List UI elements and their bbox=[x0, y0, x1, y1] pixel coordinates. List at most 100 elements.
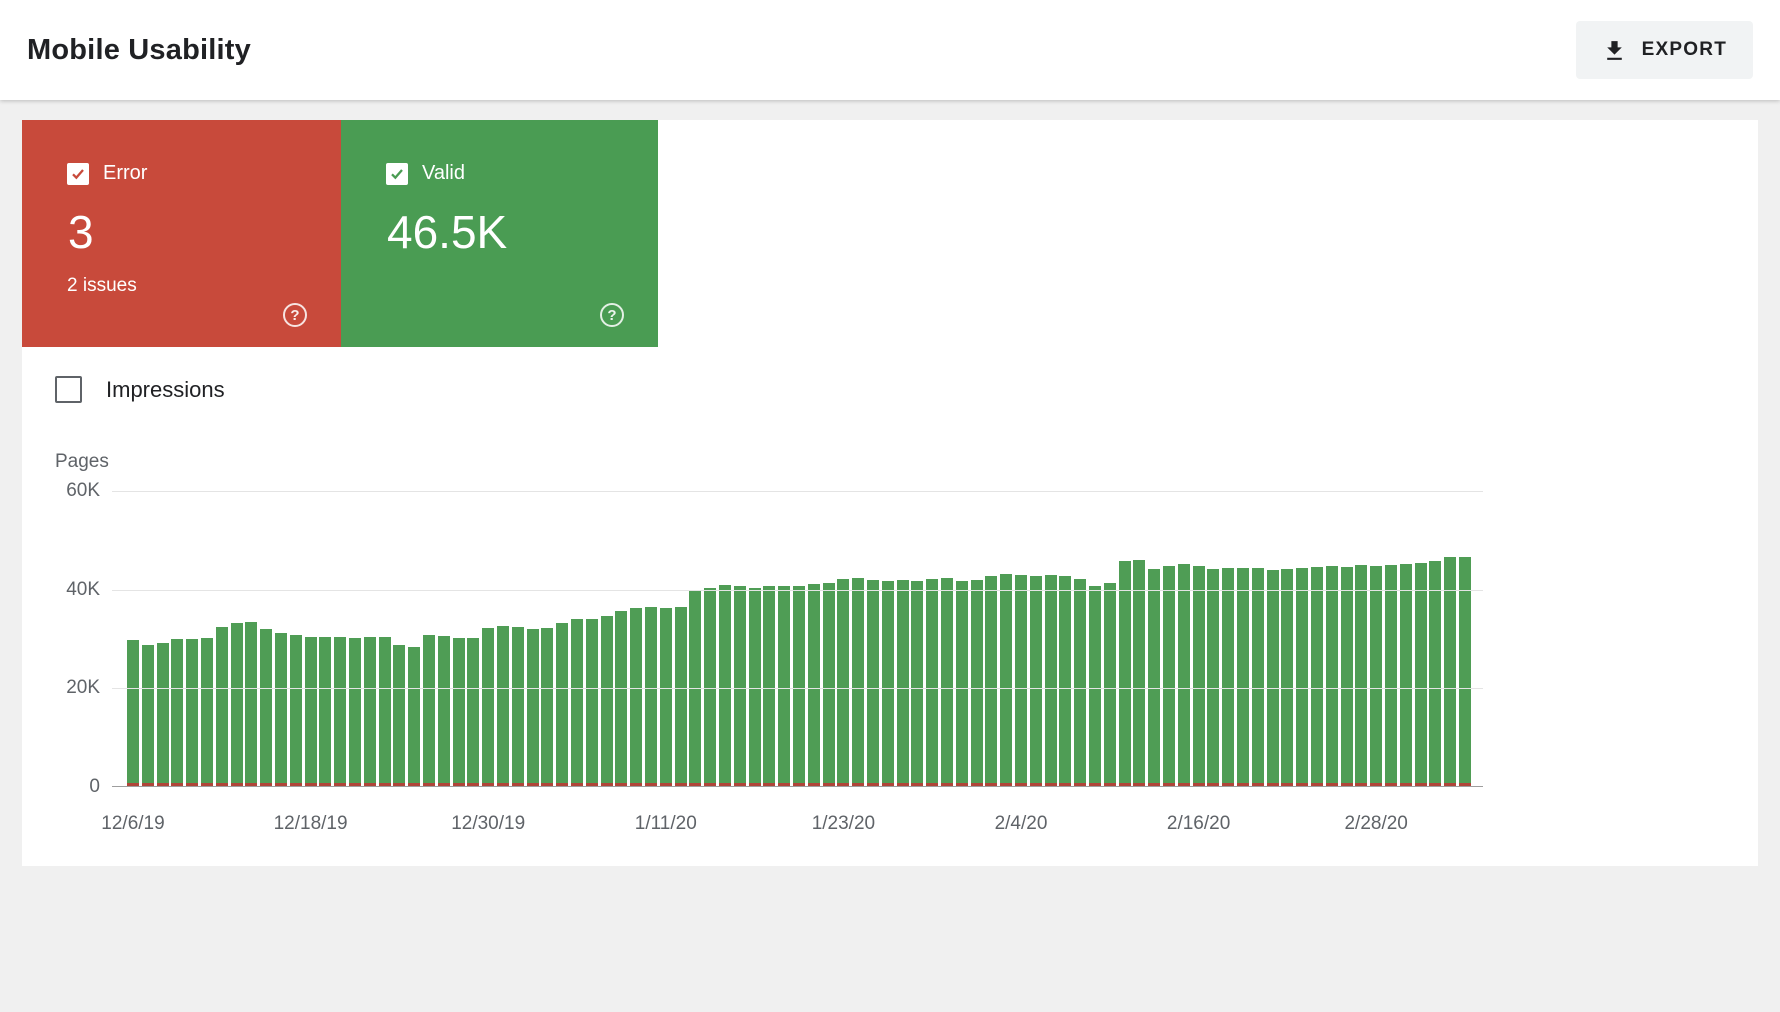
chart-bar[interactable] bbox=[1459, 557, 1471, 786]
chart-error-bar[interactable] bbox=[1000, 783, 1013, 786]
chart-bar[interactable] bbox=[748, 588, 761, 786]
chart-bar[interactable] bbox=[319, 637, 332, 786]
chart-bar[interactable] bbox=[201, 638, 213, 786]
chart-error-bar[interactable] bbox=[423, 783, 435, 786]
chart-bar[interactable] bbox=[482, 628, 495, 786]
chart-error-bar[interactable] bbox=[556, 783, 569, 786]
chart-bar[interactable] bbox=[733, 586, 746, 786]
chart-bar[interactable] bbox=[363, 637, 376, 786]
chart-bar[interactable] bbox=[230, 623, 243, 786]
error-checkbox[interactable] bbox=[67, 162, 89, 185]
chart-bar[interactable] bbox=[1133, 560, 1146, 786]
chart-bar[interactable] bbox=[778, 586, 791, 786]
chart-bar[interactable] bbox=[659, 608, 672, 786]
help-icon[interactable]: ? bbox=[283, 303, 307, 327]
chart-bar[interactable] bbox=[378, 637, 391, 786]
valid-checkbox[interactable] bbox=[386, 162, 408, 185]
chart-error-bar[interactable] bbox=[1355, 783, 1368, 786]
chart-error-bar[interactable] bbox=[1029, 783, 1042, 786]
chart-error-bar[interactable] bbox=[896, 783, 909, 786]
chart-error-bar[interactable] bbox=[1015, 783, 1027, 786]
chart-error-bar[interactable] bbox=[260, 783, 273, 786]
chart-bar[interactable] bbox=[807, 584, 820, 786]
chart-error-bar[interactable] bbox=[319, 783, 332, 786]
chart-bar[interactable] bbox=[1385, 565, 1397, 786]
chart-error-bar[interactable] bbox=[497, 783, 509, 786]
chart-error-bar[interactable] bbox=[822, 783, 835, 786]
chart-error-bar[interactable] bbox=[378, 783, 391, 786]
help-icon[interactable]: ? bbox=[600, 303, 624, 327]
chart-bar[interactable] bbox=[1266, 570, 1279, 786]
chart-bar[interactable] bbox=[1399, 564, 1412, 786]
chart-error-bar[interactable] bbox=[867, 783, 879, 786]
chart-bar[interactable] bbox=[452, 638, 465, 786]
chart-error-bar[interactable] bbox=[1133, 783, 1146, 786]
chart-error-bar[interactable] bbox=[1044, 783, 1057, 786]
chart-bar[interactable] bbox=[275, 633, 287, 786]
chart-error-bar[interactable] bbox=[1192, 783, 1205, 786]
chart-error-bar[interactable] bbox=[674, 783, 687, 786]
chart-error-bar[interactable] bbox=[1370, 783, 1383, 786]
chart-error-bar[interactable] bbox=[645, 783, 657, 786]
chart-bar[interactable] bbox=[852, 578, 865, 786]
chart-error-bar[interactable] bbox=[926, 783, 939, 786]
chart-error-bar[interactable] bbox=[719, 783, 731, 786]
chart-bar[interactable] bbox=[171, 639, 184, 786]
chart-bar[interactable] bbox=[1059, 576, 1072, 786]
chart-error-bar[interactable] bbox=[778, 783, 791, 786]
chart-error-bar[interactable] bbox=[1118, 783, 1131, 786]
chart-bar[interactable] bbox=[822, 583, 835, 786]
chart-bar[interactable] bbox=[511, 627, 524, 786]
chart-bar[interactable] bbox=[437, 636, 450, 786]
chart-error-bar[interactable] bbox=[911, 783, 924, 786]
chart-bar[interactable] bbox=[1192, 566, 1205, 786]
chart-bar[interactable] bbox=[349, 638, 361, 786]
chart-bar[interactable] bbox=[674, 607, 687, 786]
chart-bar[interactable] bbox=[1222, 568, 1235, 786]
valid-card[interactable]: Valid 46.5K ? bbox=[341, 120, 658, 347]
chart-bar[interactable] bbox=[1029, 576, 1042, 786]
chart-error-bar[interactable] bbox=[186, 783, 199, 786]
chart-error-bar[interactable] bbox=[156, 783, 169, 786]
chart-bar[interactable] bbox=[467, 638, 480, 786]
chart-error-bar[interactable] bbox=[1207, 783, 1220, 786]
chart-bar[interactable] bbox=[600, 616, 613, 786]
chart-bar[interactable] bbox=[260, 629, 273, 786]
chart-error-bar[interactable] bbox=[748, 783, 761, 786]
chart-error-bar[interactable] bbox=[541, 783, 554, 786]
chart-error-bar[interactable] bbox=[733, 783, 746, 786]
chart-bar[interactable] bbox=[941, 578, 953, 786]
chart-error-bar[interactable] bbox=[630, 783, 643, 786]
chart-error-bar[interactable] bbox=[408, 783, 421, 786]
chart-bar[interactable] bbox=[1311, 567, 1323, 786]
chart-error-bar[interactable] bbox=[511, 783, 524, 786]
chart-error-bar[interactable] bbox=[985, 783, 998, 786]
chart-error-bar[interactable] bbox=[1163, 783, 1175, 786]
chart-error-bar[interactable] bbox=[141, 783, 154, 786]
chart-bar[interactable] bbox=[526, 629, 539, 786]
chart-error-bar[interactable] bbox=[970, 783, 983, 786]
chart-error-bar[interactable] bbox=[171, 783, 184, 786]
chart-bar[interactable] bbox=[837, 579, 850, 786]
chart-error-bar[interactable] bbox=[941, 783, 953, 786]
chart-error-bar[interactable] bbox=[437, 783, 450, 786]
chart-error-bar[interactable] bbox=[334, 783, 347, 786]
chart-error-bar[interactable] bbox=[1444, 783, 1457, 786]
chart-error-bar[interactable] bbox=[793, 783, 805, 786]
chart-error-bar[interactable] bbox=[615, 783, 628, 786]
chart-bar[interactable] bbox=[1000, 574, 1013, 786]
chart-bar[interactable] bbox=[1414, 563, 1427, 786]
chart-bar[interactable] bbox=[393, 645, 406, 786]
chart-error-bar[interactable] bbox=[1089, 783, 1101, 786]
chart-bar[interactable] bbox=[156, 643, 169, 786]
chart-bar[interactable] bbox=[571, 619, 583, 786]
export-button[interactable]: EXPORT bbox=[1575, 21, 1753, 79]
chart-error-bar[interactable] bbox=[763, 783, 776, 786]
chart-bar[interactable] bbox=[304, 637, 317, 786]
chart-bar[interactable] bbox=[1015, 575, 1027, 786]
chart-bar[interactable] bbox=[896, 580, 909, 786]
chart-error-bar[interactable] bbox=[1222, 783, 1235, 786]
chart-error-bar[interactable] bbox=[1177, 783, 1190, 786]
chart-bar[interactable] bbox=[1281, 569, 1294, 786]
chart-bar[interactable] bbox=[1103, 583, 1116, 786]
